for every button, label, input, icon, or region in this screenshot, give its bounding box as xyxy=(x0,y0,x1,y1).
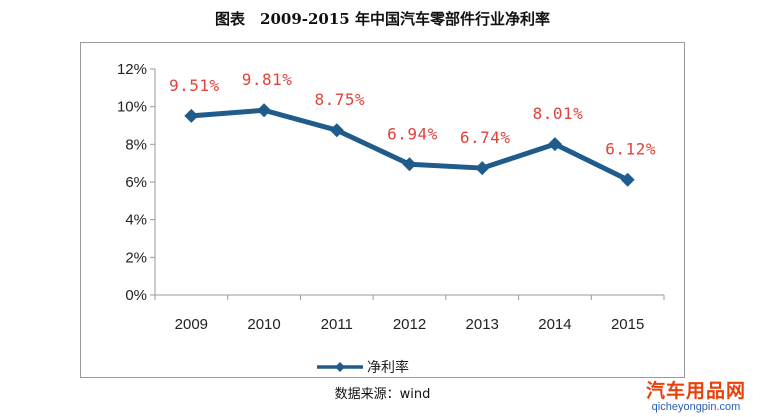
source-note: 数据来源：wind xyxy=(334,387,431,402)
data-label: 6.94% xyxy=(387,124,438,143)
figure-title: 图表 2009-2015 年中国汽车零部件行业净利率 xyxy=(215,10,550,28)
watermark-url: qicheyongpin.com xyxy=(651,401,741,413)
y-tick-label: 0% xyxy=(125,287,147,304)
x-tick-label: 2015 xyxy=(611,316,644,333)
x-tick-label: 2010 xyxy=(247,316,280,333)
x-tick-label: 2012 xyxy=(393,316,426,333)
y-tick-label: 4% xyxy=(125,212,147,229)
x-tick-labels: 2009 2010 2011 2012 2013 2014 2015 xyxy=(175,316,645,333)
chart-axes xyxy=(150,68,665,300)
legend-marker xyxy=(335,362,345,372)
legend-label: 净利率 xyxy=(367,359,409,376)
site-watermark: 汽车用品网 qicheyongpin.com xyxy=(637,381,755,413)
watermark-main: 汽车用品网 xyxy=(645,380,746,402)
y-tick-label: 12% xyxy=(117,61,147,78)
y-tick-label: 6% xyxy=(125,174,147,191)
x-tick-label: 2009 xyxy=(175,316,208,333)
chart-frame: 0% 2% 4% 6% 8% 10% 12% 2009 2010 2011 2012 2013 201… xyxy=(80,42,685,378)
data-point-marker xyxy=(547,137,562,152)
y-tick-label: 8% xyxy=(125,136,147,153)
line-chart: 0% 2% 4% 6% 8% 10% 12% 2009 2010 2011 2012 2013 201… xyxy=(117,61,665,376)
y-tick-label: 2% xyxy=(125,249,147,266)
data-label: 8.75% xyxy=(314,90,365,109)
x-tick-label: 2014 xyxy=(538,316,571,333)
data-label: 6.74% xyxy=(460,128,511,147)
data-label: 8.01% xyxy=(533,104,584,123)
data-label: 9.81% xyxy=(242,70,293,89)
y-tick-labels: 0% 2% 4% 6% 8% 10% 12% xyxy=(117,61,147,304)
data-point-marker xyxy=(475,161,490,176)
data-point-marker xyxy=(257,103,272,118)
data-label: 9.51% xyxy=(169,76,220,95)
data-point-marker xyxy=(402,157,417,172)
x-tick-label: 2013 xyxy=(466,316,499,333)
x-tick-label: 2011 xyxy=(321,316,353,333)
data-point-marker xyxy=(620,172,635,187)
chart-legend: 净利率 xyxy=(317,359,409,376)
data-point-marker xyxy=(184,108,199,123)
data-point-marker xyxy=(329,123,344,138)
y-tick-label: 10% xyxy=(117,99,147,116)
data-label: 6.12% xyxy=(605,140,656,159)
chart-series xyxy=(184,103,635,187)
data-labels: 9.51% 9.81% 8.75% 6.94% 6.74% 8.01% 6.12% xyxy=(169,70,656,159)
